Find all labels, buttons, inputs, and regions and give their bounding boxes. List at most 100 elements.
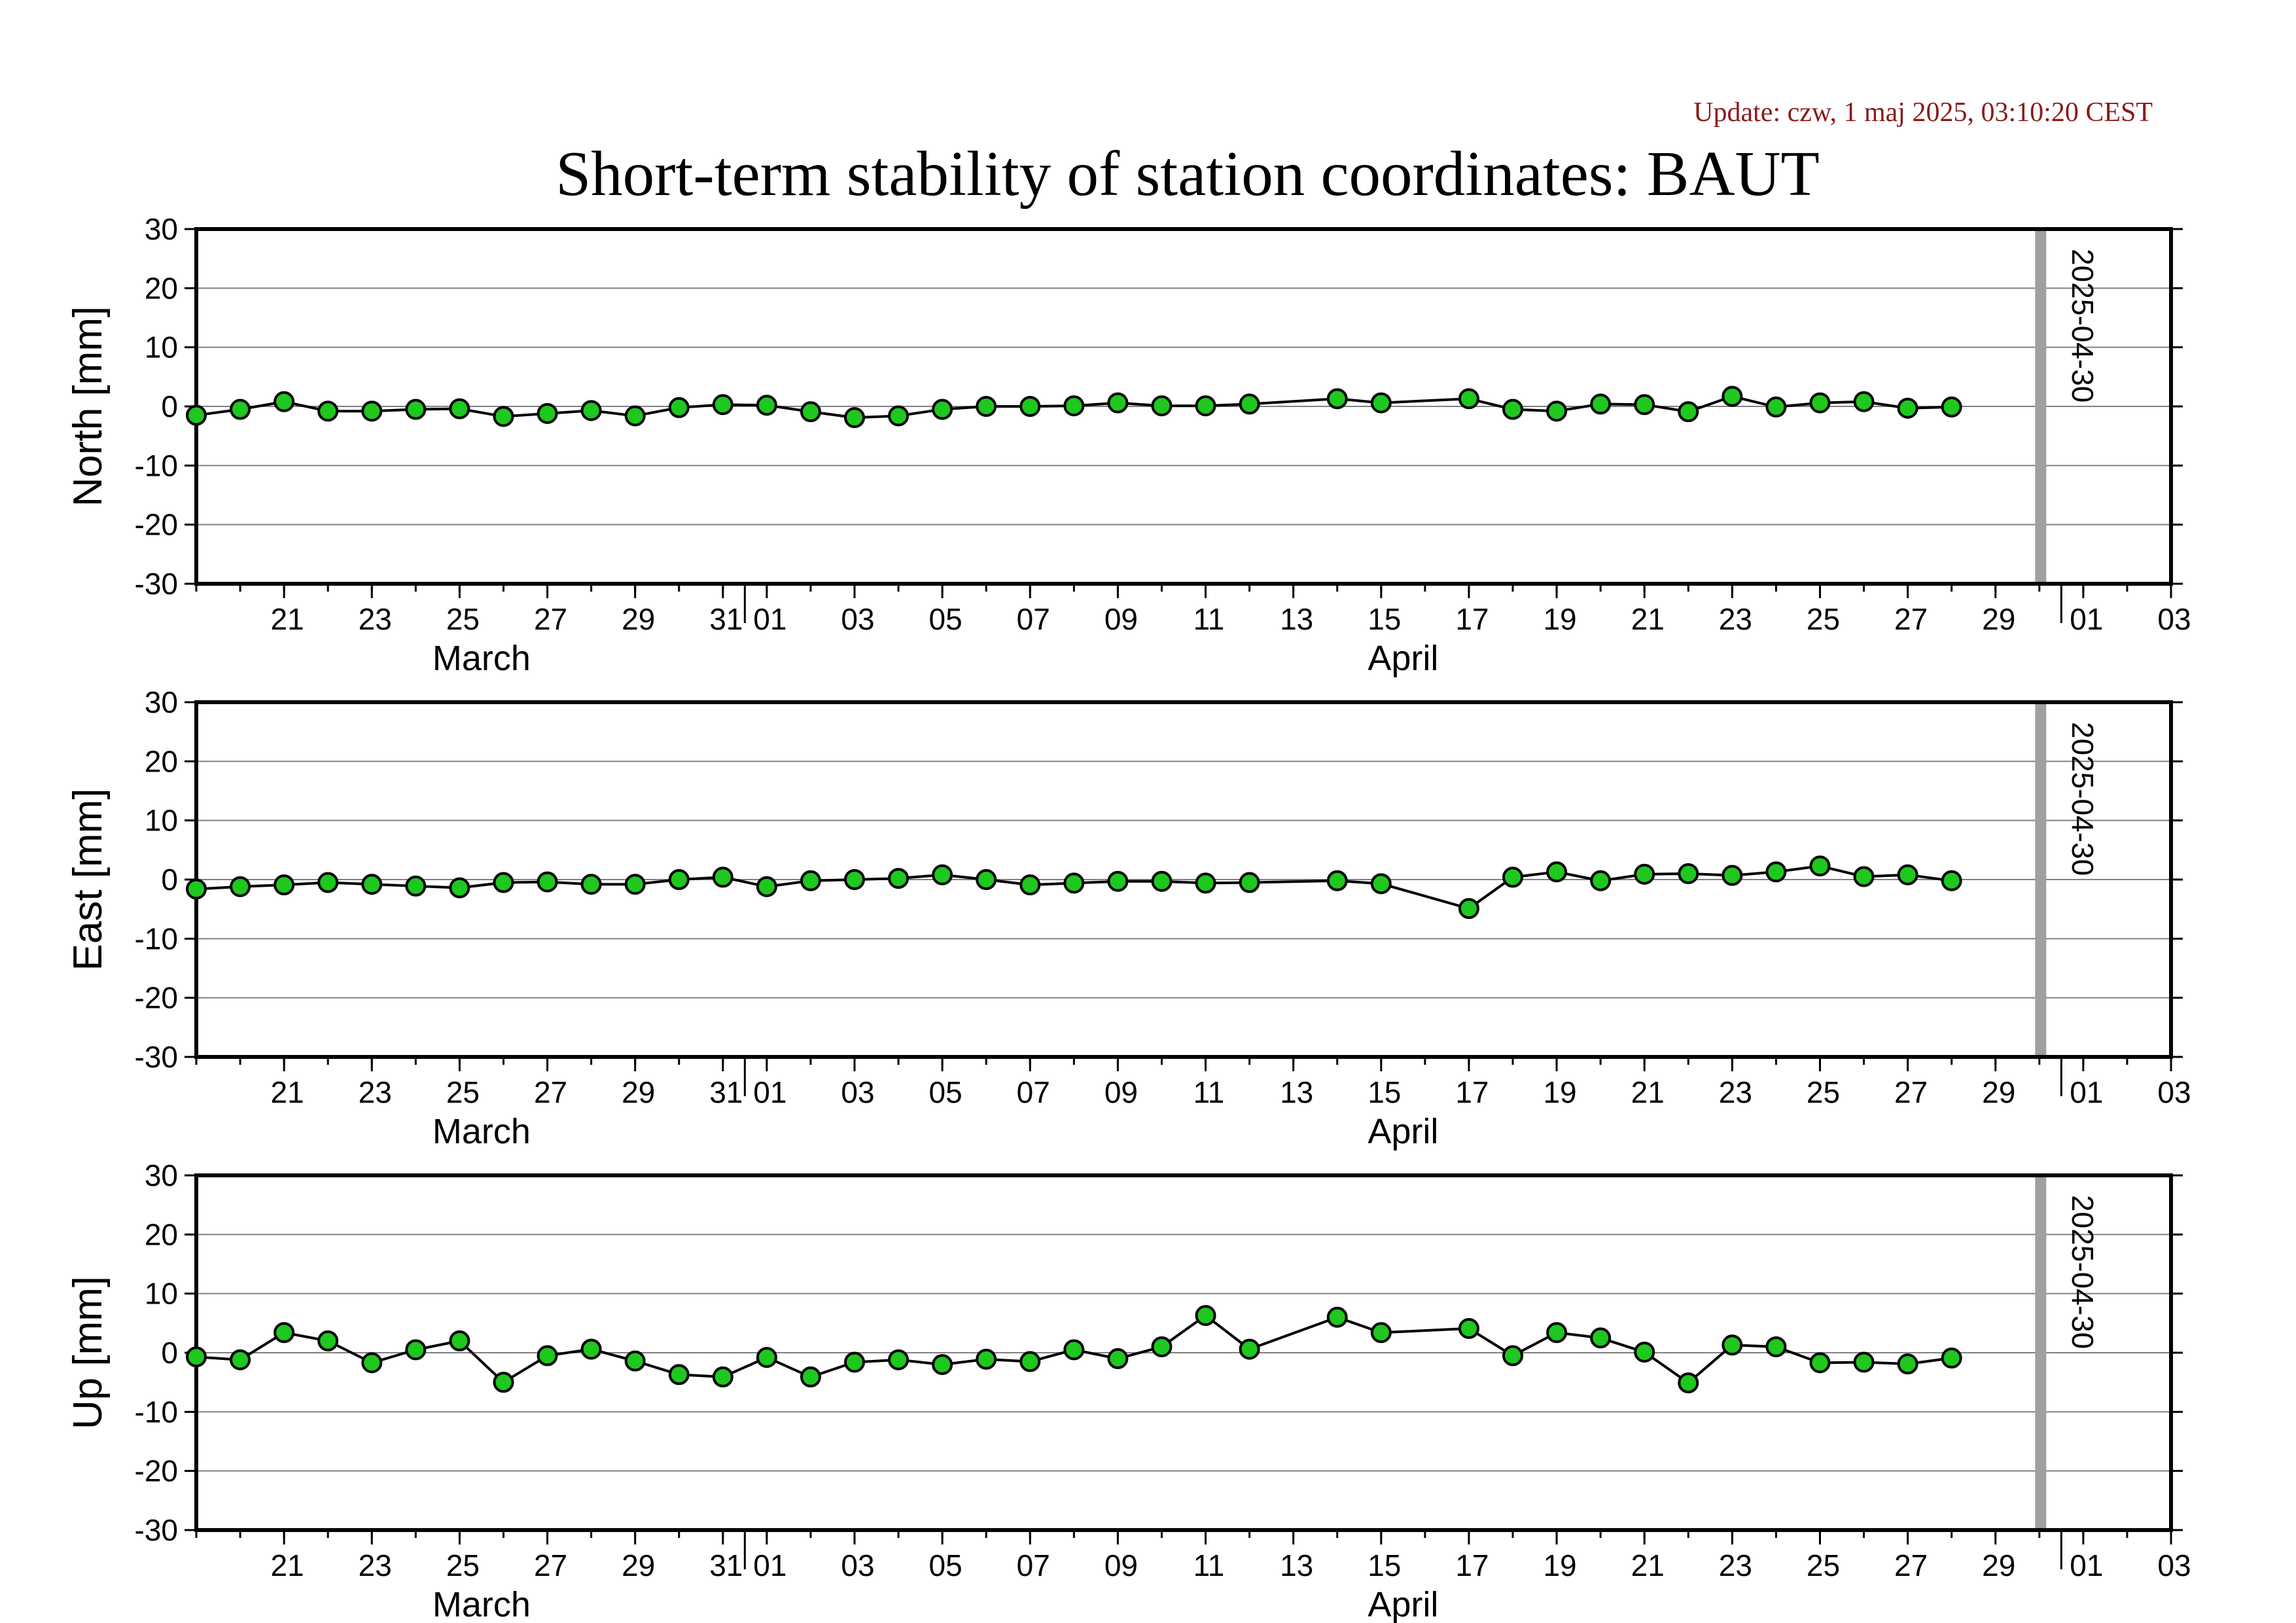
data-point: [1897, 1353, 1918, 1375]
data-point: [668, 1364, 690, 1385]
data-point: [1458, 388, 1479, 410]
data-point: [712, 866, 733, 888]
data-point: [1458, 898, 1479, 919]
x-tick-label: 27: [534, 1548, 567, 1582]
data-point: [1678, 863, 1699, 884]
data-point: [932, 1354, 953, 1376]
data-point: [976, 869, 997, 890]
x-tick-label: 03: [841, 1548, 874, 1582]
panel-north: 2025-04-30 30 20 10 0 -10 -20 -30 North [mm] 21 23…: [65, 212, 2191, 678]
data-point: [800, 401, 821, 423]
data-point: [1326, 870, 1348, 891]
data-point: [1195, 872, 1216, 894]
data-point: [1107, 1348, 1129, 1370]
data-point: [580, 1338, 602, 1360]
data-point: [1546, 1322, 1568, 1344]
data-point: [537, 1345, 558, 1366]
y-tick-label: 0: [161, 863, 178, 897]
x-tick-label: 07: [1017, 1075, 1050, 1109]
data-point: [1370, 1322, 1392, 1344]
y-axis-label: East [mm]: [65, 788, 111, 971]
date-marker-label: 2025-04-30: [2066, 1195, 2100, 1349]
x-tick-label: 11: [1193, 1075, 1225, 1109]
y-tick-label: -20: [135, 508, 178, 542]
data-point: [1634, 1342, 1655, 1363]
data-point: [361, 1352, 383, 1374]
month-label: April: [1368, 1585, 1438, 1623]
month-label: March: [433, 1112, 531, 1151]
data-point: [493, 406, 514, 427]
data-point: [756, 1347, 777, 1368]
x-tick-label: 01: [753, 1548, 786, 1582]
x-tick-label: 03: [841, 602, 874, 636]
x-tick-label: 03: [2157, 1548, 2191, 1582]
y-tick-label: 20: [145, 271, 178, 305]
x-tick-label: 17: [1455, 602, 1489, 636]
x-tick-label: 19: [1543, 1548, 1576, 1582]
data-point: [274, 391, 295, 412]
x-tick-label: 21: [1631, 1075, 1665, 1109]
data-point: [1502, 399, 1523, 420]
data-point: [1853, 866, 1875, 887]
data-point: [230, 399, 251, 420]
data-point: [1897, 397, 1918, 419]
y-tick-label: 10: [145, 804, 178, 838]
data-point: [932, 399, 953, 420]
month-label: March: [433, 1585, 531, 1623]
data-point: [580, 400, 602, 421]
x-tick-label: 09: [1104, 1075, 1138, 1109]
data-point: [493, 1372, 514, 1393]
data-point: [844, 869, 865, 890]
x-tick-label: 21: [271, 602, 304, 636]
update-timestamp: Update: czw, 1 maj 2025, 03:10:20 CEST: [1693, 98, 2153, 128]
data-point: [186, 878, 207, 900]
x-tick-label: 27: [1894, 1075, 1928, 1109]
data-point: [1370, 392, 1392, 414]
data-point: [712, 1366, 733, 1388]
y-tick-label: 0: [161, 1336, 178, 1370]
x-tick-label: 05: [929, 1548, 963, 1582]
data-point: [1678, 1372, 1699, 1394]
data-point: [888, 405, 910, 427]
x-tick-label: 29: [1982, 1075, 2015, 1109]
x-tick-label: 29: [1982, 1548, 2015, 1582]
y-tick-label: -30: [135, 1513, 178, 1547]
data-point: [844, 1351, 865, 1373]
month-label: March: [433, 639, 531, 678]
data-point: [976, 396, 997, 417]
data-point: [1941, 870, 1962, 891]
y-axis-label: North [mm]: [65, 306, 111, 507]
y-axis-label: Up [mm]: [65, 1276, 111, 1429]
x-tick-label: 17: [1455, 1075, 1489, 1109]
data-point: [1809, 1352, 1831, 1374]
y-tick-label: 10: [145, 1277, 178, 1311]
date-marker-label: 2025-04-30: [2066, 722, 2100, 876]
y-tick-label: 30: [145, 685, 178, 719]
x-tick-label: 11: [1193, 1548, 1225, 1582]
x-tick-label: 29: [1982, 602, 2015, 636]
data-point: [361, 874, 383, 895]
data-point: [1722, 1334, 1743, 1356]
x-tick-label: 25: [446, 1075, 480, 1109]
x-tick-label: 05: [929, 1075, 963, 1109]
data-point: [1195, 1305, 1216, 1327]
y-tick-label: -20: [135, 981, 178, 1015]
data-point: [624, 874, 646, 895]
panel-east: 2025-04-30 30 20 10 0 -10 -20 -30 East [mm] 21 23 2…: [65, 685, 2191, 1151]
data-point: [1019, 874, 1041, 896]
x-tick-label: 19: [1543, 602, 1576, 636]
data-point: [1590, 393, 1612, 415]
data-point: [230, 876, 251, 897]
data-point: [1458, 1317, 1479, 1339]
month-label: April: [1368, 1112, 1438, 1151]
data-point: [317, 1330, 339, 1351]
data-point: [1151, 395, 1173, 417]
x-tick-label: 21: [271, 1548, 304, 1582]
data-point: [1590, 870, 1612, 891]
data-point: [1809, 392, 1831, 414]
data-point: [1107, 392, 1129, 414]
x-tick-label: 15: [1368, 1075, 1401, 1109]
x-tick-label: 23: [1719, 1075, 1752, 1109]
data-point: [668, 869, 690, 890]
